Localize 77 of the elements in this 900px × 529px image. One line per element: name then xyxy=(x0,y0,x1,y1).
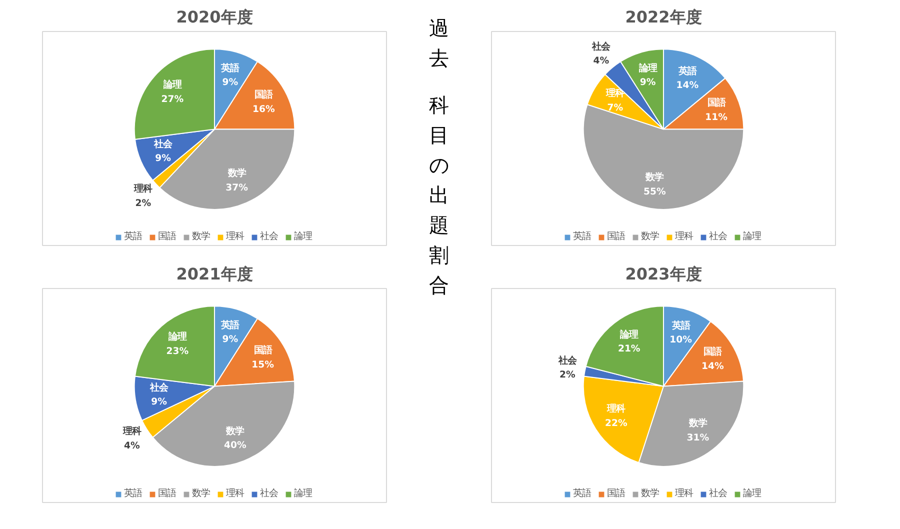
legend-label: 国語 xyxy=(607,230,626,243)
legend-label: 社会 xyxy=(709,487,728,500)
legend-label: 論理 xyxy=(294,230,314,243)
legend-label: 社会 xyxy=(260,487,279,500)
data-label: 10% xyxy=(670,334,693,346)
slice-label: 理科 xyxy=(133,184,152,195)
legend-label: 国語 xyxy=(158,487,178,500)
chart-title: 2021年度 xyxy=(176,264,253,284)
legend-label: 国語 xyxy=(158,230,178,243)
data-label: 31% xyxy=(686,432,710,444)
slice-label: 社会 xyxy=(591,41,612,52)
slice-label: 論理 xyxy=(167,332,186,343)
legend-label: 数学 xyxy=(641,487,660,500)
data-label: 2% xyxy=(560,370,576,381)
slice-label: 論理 xyxy=(619,329,638,340)
legend-label: 理科 xyxy=(226,230,246,243)
legend-label: 英語 xyxy=(573,230,592,243)
data-label: 40% xyxy=(224,440,247,452)
legend-label: 理科 xyxy=(226,487,246,500)
slice-label: 理科 xyxy=(122,426,141,438)
data-label: 9% xyxy=(151,396,168,408)
data-label: 55% xyxy=(644,186,667,198)
data-label: 14% xyxy=(702,360,724,372)
slice-label: 論理 xyxy=(162,80,182,91)
text: 科目の出題割合 xyxy=(429,93,449,298)
chart-title: 2022年度 xyxy=(625,8,702,26)
slice-label: 英語 xyxy=(670,320,690,332)
slice-label: 数学 xyxy=(644,172,664,184)
slice-label: 国語 xyxy=(254,90,273,101)
slice-label: 理科 xyxy=(606,404,626,415)
legend-label: 論理 xyxy=(743,230,762,243)
legend-label: 英語 xyxy=(124,487,144,500)
data-label: 9% xyxy=(222,334,239,346)
slice-label: 英語 xyxy=(220,62,240,74)
data-label: 7% xyxy=(607,102,624,114)
chart-title: 2023年度 xyxy=(625,264,702,284)
slice-label: 国語 xyxy=(707,98,726,109)
text: 過去 xyxy=(429,16,449,70)
slice-label: 社会 xyxy=(153,138,174,150)
slice-label: 社会 xyxy=(557,355,578,366)
legend-label: 国語 xyxy=(607,487,626,500)
legend-label: 数学 xyxy=(641,230,660,243)
data-label: 14% xyxy=(676,80,700,92)
legend-label: 英語 xyxy=(573,487,592,500)
slice-label: 国語 xyxy=(704,346,722,358)
slice-label: 数学 xyxy=(225,426,244,437)
data-label: 16% xyxy=(252,104,276,115)
data-label: 23% xyxy=(166,346,190,357)
legend-label: 論理 xyxy=(743,487,762,500)
legend-label: 論理 xyxy=(294,487,314,500)
legend-label: 英語 xyxy=(124,230,144,243)
chart-title: 2020年度 xyxy=(176,8,253,26)
legend-label: 理科 xyxy=(675,487,694,500)
slice-label: 国語 xyxy=(254,345,272,356)
slice-label: 英語 xyxy=(677,66,696,77)
data-label: 4% xyxy=(124,440,141,452)
legend-label: 数学 xyxy=(192,487,211,500)
data-label: 27% xyxy=(161,94,184,105)
data-label: 15% xyxy=(252,359,275,370)
slice-label: 論理 xyxy=(638,62,657,74)
slice-label: 数学 xyxy=(688,418,707,429)
data-label: 9% xyxy=(155,153,172,164)
legend-label: 数学 xyxy=(192,230,211,243)
data-label: 9% xyxy=(222,77,239,88)
data-label: 37% xyxy=(226,182,249,194)
data-label: 21% xyxy=(618,344,641,355)
legend-label: 社会 xyxy=(709,230,728,243)
data-label: 2% xyxy=(135,198,152,209)
data-label: 9% xyxy=(640,77,656,88)
slice-label: 英語 xyxy=(220,320,240,331)
legend-label: 社会 xyxy=(260,230,279,243)
data-label: 22% xyxy=(604,418,628,429)
slice-label: 社会 xyxy=(149,382,170,394)
data-label: 4% xyxy=(593,56,610,67)
legend-label: 理科 xyxy=(675,230,694,243)
slice-label: 数学 xyxy=(226,168,246,180)
data-label: 11% xyxy=(705,112,728,123)
